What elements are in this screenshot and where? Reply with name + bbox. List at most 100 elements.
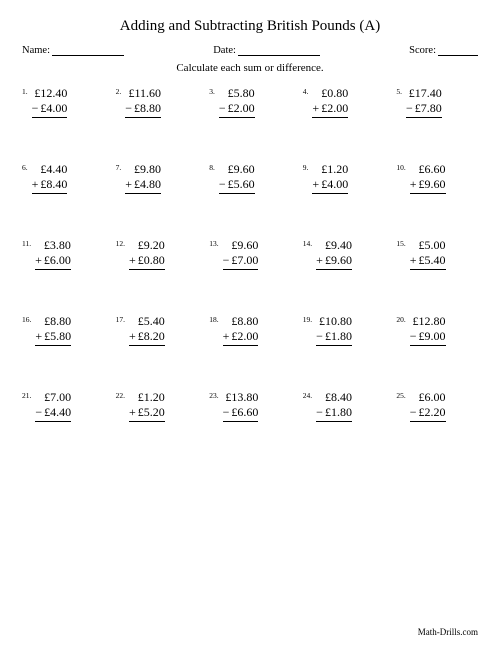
operand-top: £7.00 — [35, 390, 71, 405]
date-field: Date: — [213, 45, 320, 56]
problem-stack: £9.40+£9.60 — [316, 238, 352, 270]
problem: 7.£9.80+£4.80 — [116, 162, 198, 194]
operand-bottom-row: +£5.80 — [35, 329, 71, 346]
problem-number: 9. — [303, 162, 309, 172]
problem-number: 20. — [396, 314, 405, 324]
operand-bottom: £1.80 — [325, 329, 352, 343]
operator: + — [32, 177, 39, 191]
problem-number: 8. — [209, 162, 215, 172]
problem: 17.£5.40+£8.20 — [116, 314, 198, 346]
problem-stack: £6.60+£9.60 — [410, 162, 446, 194]
operand-bottom: £9.60 — [419, 177, 446, 191]
operand-bottom: £0.80 — [138, 253, 165, 267]
score-field: Score: — [409, 45, 478, 56]
problem: 8.£9.60−£5.60 — [209, 162, 291, 194]
operand-bottom-row: +£5.20 — [129, 405, 165, 422]
operand-top: £9.40 — [316, 238, 352, 253]
name-label: Name: — [22, 45, 50, 56]
operand-top: £8.80 — [223, 314, 259, 329]
operator: + — [312, 177, 319, 191]
operand-bottom-row: +£4.80 — [125, 177, 161, 194]
operand-top: £1.20 — [312, 162, 348, 177]
operand-bottom: £4.40 — [44, 405, 71, 419]
operand-top: £0.80 — [312, 86, 348, 101]
problem: 19.£10.80−£1.80 — [303, 314, 385, 346]
operand-bottom-row: −£8.80 — [125, 101, 161, 118]
problem: 6.£4.40+£8.40 — [22, 162, 104, 194]
problem-number: 24. — [303, 390, 312, 400]
name-field: Name: — [22, 45, 124, 56]
problem-number: 21. — [22, 390, 31, 400]
operator: + — [410, 177, 417, 191]
problem-number: 22. — [116, 390, 125, 400]
operand-top: £8.40 — [316, 390, 352, 405]
operand-top: £13.80 — [223, 390, 259, 405]
problem: 25.£6.00−£2.20 — [396, 390, 478, 422]
problem: 21.£7.00−£4.40 — [22, 390, 104, 422]
operand-bottom: £8.40 — [40, 177, 67, 191]
operator: + — [410, 253, 417, 267]
problem-stack: £8.80+£5.80 — [35, 314, 71, 346]
operand-bottom-row: +£6.00 — [35, 253, 71, 270]
problem-stack: £1.20+£4.00 — [312, 162, 348, 194]
problem-stack: £5.00+£5.40 — [410, 238, 446, 270]
problem-stack: £9.80+£4.80 — [125, 162, 161, 194]
operator: − — [125, 101, 132, 115]
problem: 3. £5.80−£2.00 — [209, 86, 291, 118]
operator: + — [125, 177, 132, 191]
operand-bottom-row: −£2.20 — [410, 405, 446, 422]
operand-bottom-row: −£6.60 — [223, 405, 259, 422]
operand-bottom-row: −£7.80 — [406, 101, 442, 118]
operand-top: £6.60 — [410, 162, 446, 177]
operand-top: £5.00 — [410, 238, 446, 253]
operand-top: £12.80 — [410, 314, 446, 329]
problem-number: 17. — [116, 314, 125, 324]
problem-number: 2. — [116, 86, 122, 96]
operand-top: £17.40 — [406, 86, 442, 101]
operand-bottom: £7.00 — [231, 253, 258, 267]
operand-bottom: £5.60 — [228, 177, 255, 191]
operator: − — [223, 405, 230, 419]
problem-number: 7. — [116, 162, 122, 172]
problem-stack: £5.80−£2.00 — [219, 86, 255, 118]
operator: + — [129, 329, 136, 343]
meta-row: Name: Date: Score: — [22, 45, 478, 56]
problem: 18.£8.80+£2.00 — [209, 314, 291, 346]
operand-bottom-row: +£2.00 — [223, 329, 259, 346]
problem-stack: £12.40−£4.00 — [32, 86, 68, 118]
operator: − — [410, 329, 417, 343]
name-blank[interactable] — [52, 46, 124, 56]
operator: − — [219, 177, 226, 191]
operand-bottom-row: +£8.40 — [32, 177, 68, 194]
operand-top: £3.80 — [35, 238, 71, 253]
problem-stack: £12.80−£9.00 — [410, 314, 446, 346]
operand-bottom: £8.20 — [138, 329, 165, 343]
operator: − — [316, 329, 323, 343]
problem: 10.£6.60+£9.60 — [396, 162, 478, 194]
operand-top: £9.80 — [125, 162, 161, 177]
operand-top: £12.40 — [32, 86, 68, 101]
operand-bottom: £2.20 — [419, 405, 446, 419]
operator: − — [410, 405, 417, 419]
problem-number: 3. — [209, 86, 215, 96]
problem-stack: £17.40−£7.80 — [406, 86, 442, 118]
score-blank[interactable] — [438, 46, 478, 56]
problem-number: 12. — [116, 238, 125, 248]
operand-bottom-row: −£2.00 — [219, 101, 255, 118]
date-blank[interactable] — [238, 46, 320, 56]
operand-bottom-row: −£9.00 — [410, 329, 446, 346]
operand-bottom-row: +£5.40 — [410, 253, 446, 270]
problem: 12.£9.20+£0.80 — [116, 238, 198, 270]
problem-number: 11. — [22, 238, 31, 248]
operator: + — [316, 253, 323, 267]
problem: 15.£5.00+£5.40 — [396, 238, 478, 270]
operand-top: £9.60 — [223, 238, 259, 253]
problem-number: 4. — [303, 86, 309, 96]
problem: 22.£1.20+£5.20 — [116, 390, 198, 422]
operand-top: £8.80 — [35, 314, 71, 329]
problem: 14. £9.40+£9.60 — [303, 238, 385, 270]
operand-bottom: £1.80 — [325, 405, 352, 419]
operand-top: £9.20 — [129, 238, 165, 253]
problem-number: 14. — [303, 238, 312, 248]
operand-bottom: £6.60 — [231, 405, 258, 419]
